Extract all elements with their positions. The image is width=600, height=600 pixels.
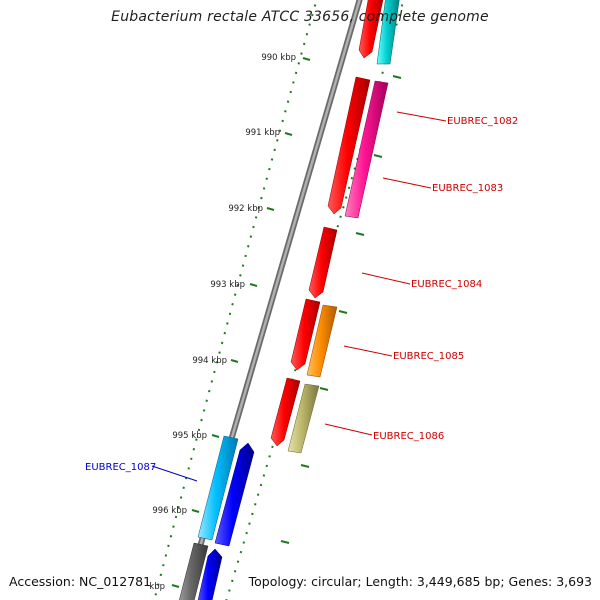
- reverse-features: [178, 435, 255, 600]
- gene-label[interactable]: EUBREC_1084: [411, 279, 482, 290]
- feature-arrow[interactable]: [270, 377, 301, 447]
- tick-label: 994 kbp: [192, 356, 227, 366]
- gene-label[interactable]: EUBREC_1082: [447, 116, 518, 127]
- feature-arrow[interactable]: [197, 548, 223, 600]
- map-title: Eubacterium rectale ATCC 33656, complete…: [111, 9, 489, 25]
- feature-arrow[interactable]: [344, 80, 389, 219]
- forward-features: [270, 0, 400, 454]
- gene-label[interactable]: EUBREC_1086: [373, 431, 444, 442]
- feature-arrow[interactable]: [287, 383, 320, 454]
- feature-arrow[interactable]: [290, 298, 321, 371]
- tick-label: 993 kbp: [210, 280, 245, 290]
- feature-arrow[interactable]: [306, 304, 338, 378]
- gene-label[interactable]: EUBREC_1087: [85, 462, 156, 473]
- tick-labels: 990 kbp 991 kbp 992 kbp 993 kbp 994 kbp …: [149, 53, 296, 592]
- tick-label: 992 kbp: [228, 204, 263, 214]
- feature-arrow[interactable]: [327, 76, 371, 215]
- feature-arrow[interactable]: [358, 0, 384, 59]
- genome-summary: Topology: circular; Length: 3,449,685 bp…: [248, 574, 592, 589]
- tick-label: 996 kbp: [152, 506, 187, 516]
- tick-marks-outer: [280, 75, 402, 544]
- gene-labels: EUBREC_1082 EUBREC_1083 EUBREC_1084 EUBR…: [85, 116, 518, 473]
- gene-label[interactable]: EUBREC_1083: [432, 183, 503, 194]
- feature-arrow[interactable]: [308, 226, 338, 299]
- feature-arrow[interactable]: [197, 435, 239, 541]
- accession-label: Accession: NC_012781: [9, 574, 152, 589]
- tick-label: 995 kbp: [172, 431, 207, 441]
- tick-label: 991 kbp: [245, 128, 280, 138]
- tick-marks-inner: [171, 57, 311, 588]
- feature-arrow[interactable]: [214, 442, 255, 547]
- tick-label: kbp: [149, 582, 165, 592]
- tick-label: 990 kbp: [261, 53, 296, 63]
- feature-arrow[interactable]: [178, 542, 209, 600]
- label-leaders: [151, 111, 447, 482]
- gene-label[interactable]: EUBREC_1085: [393, 351, 464, 362]
- scale-ring-inner: [153, 0, 318, 600]
- feature-arrow[interactable]: [376, 0, 400, 65]
